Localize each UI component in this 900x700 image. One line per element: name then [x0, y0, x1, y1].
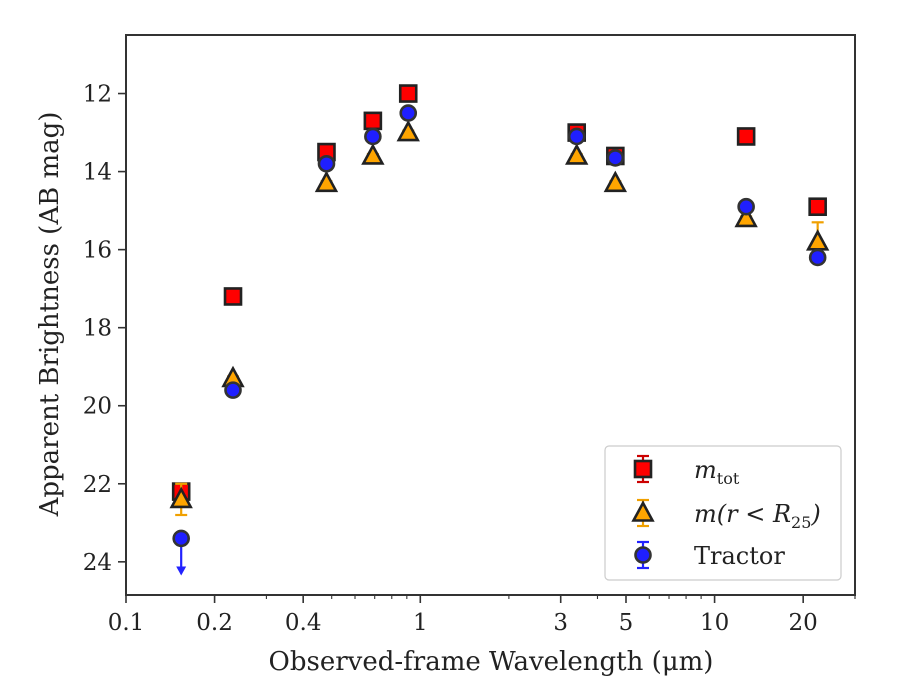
x-tick-label: 0.1 [108, 610, 145, 636]
legend-label: Tractor [694, 542, 785, 570]
y-tick-label: 18 [83, 316, 112, 342]
data-point-triangle [169, 486, 193, 509]
legend: mtot m(r < R25) Tractor [604, 445, 842, 581]
x-tick-label: 10 [700, 610, 729, 636]
y-tick-label: 16 [83, 238, 112, 264]
x-tick-label: 5 [619, 610, 634, 636]
data-point-square [363, 111, 383, 131]
data-point-square [398, 84, 418, 103]
y-axis-label: Apparent Brightness (AB mag) [35, 112, 65, 518]
data-point-circle [808, 248, 827, 267]
legend-label: mtot [694, 456, 740, 488]
data-point-triangle [314, 170, 339, 193]
legend-label: m(r < R25) [694, 500, 821, 532]
data-point-triangle [734, 205, 758, 228]
data-point-square [808, 197, 827, 217]
data-point-triangle [361, 143, 385, 165]
x-axis-label: Observed-frame Wavelength (μm) [269, 647, 714, 677]
data-point-square [736, 127, 756, 146]
legend-marker-triangle [631, 500, 655, 522]
data-point-circle [606, 149, 625, 167]
x-tick-label: 0.2 [196, 610, 233, 636]
data-point-square [223, 287, 243, 306]
plot-frame [125, 34, 856, 596]
data-point-circle [224, 381, 242, 399]
data-point-triangle [603, 170, 628, 193]
plot-area [169, 84, 830, 576]
y-tick-label: 12 [83, 82, 112, 108]
data-point-circle [364, 127, 382, 146]
legend-marker-square [633, 459, 653, 479]
y-tick-label: 24 [83, 550, 112, 576]
x-tick-label: 1 [413, 610, 428, 636]
x-tick-label: 3 [553, 610, 568, 636]
data-point-triangle [805, 229, 830, 251]
data-point-circle [399, 104, 418, 122]
x-tick-label: 20 [789, 610, 818, 636]
data-point-circle [317, 154, 336, 173]
data-point-circle [567, 127, 586, 146]
y-tick-label: 22 [83, 472, 112, 498]
legend-marker-circle [634, 546, 652, 564]
legend-box [604, 445, 842, 581]
upper-limit-arrowhead [176, 566, 187, 576]
data-point-circle [737, 197, 755, 216]
series-square [171, 84, 827, 501]
y-tick-label: 20 [83, 394, 112, 420]
y-tick-label: 14 [83, 160, 112, 186]
data-point-triangle [565, 143, 589, 165]
series-circle [172, 104, 827, 576]
data-point-triangle [396, 119, 420, 142]
x-tick-label: 0.4 [285, 610, 322, 636]
axes: 0.1 0.2 0.4 1 3 5 10 20 12 14 16 18 20 22 24 [83, 34, 856, 636]
data-point-circle [172, 529, 190, 548]
